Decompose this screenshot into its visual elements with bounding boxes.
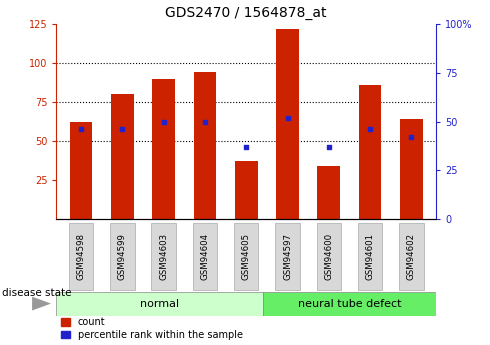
Bar: [276, 29, 299, 219]
Point: [366, 127, 374, 132]
FancyBboxPatch shape: [234, 223, 258, 290]
Bar: [152, 79, 175, 219]
FancyBboxPatch shape: [151, 223, 176, 290]
FancyBboxPatch shape: [399, 223, 423, 290]
Bar: [194, 72, 216, 219]
Text: disease state: disease state: [2, 288, 72, 298]
FancyBboxPatch shape: [317, 223, 341, 290]
FancyBboxPatch shape: [56, 292, 263, 316]
FancyBboxPatch shape: [193, 223, 217, 290]
Text: GSM94599: GSM94599: [118, 233, 127, 279]
Point: [325, 144, 333, 150]
FancyBboxPatch shape: [263, 292, 436, 316]
Text: GSM94600: GSM94600: [324, 233, 333, 280]
Polygon shape: [32, 297, 51, 310]
FancyBboxPatch shape: [275, 223, 300, 290]
Legend: count, percentile rank within the sample: count, percentile rank within the sample: [61, 317, 243, 340]
Bar: [70, 122, 93, 219]
Text: GSM94603: GSM94603: [159, 233, 168, 280]
Bar: [359, 85, 381, 219]
Point: [160, 119, 168, 125]
FancyBboxPatch shape: [110, 223, 135, 290]
Text: neural tube defect: neural tube defect: [297, 299, 401, 308]
FancyBboxPatch shape: [69, 223, 93, 290]
Point: [119, 127, 126, 132]
Text: GSM94598: GSM94598: [76, 233, 86, 280]
Point: [407, 135, 415, 140]
Point: [243, 144, 250, 150]
Text: GSM94601: GSM94601: [366, 233, 374, 280]
Text: GSM94605: GSM94605: [242, 233, 251, 280]
Bar: [318, 166, 340, 219]
Bar: [400, 119, 423, 219]
Text: normal: normal: [140, 299, 179, 308]
Point: [284, 115, 292, 120]
Point: [201, 119, 209, 125]
Bar: [111, 94, 134, 219]
FancyBboxPatch shape: [358, 223, 382, 290]
Title: GDS2470 / 1564878_at: GDS2470 / 1564878_at: [166, 6, 327, 20]
Text: GSM94604: GSM94604: [200, 233, 209, 280]
Text: GSM94597: GSM94597: [283, 233, 292, 280]
Bar: [235, 161, 258, 219]
Point: [77, 127, 85, 132]
Text: GSM94602: GSM94602: [407, 233, 416, 280]
